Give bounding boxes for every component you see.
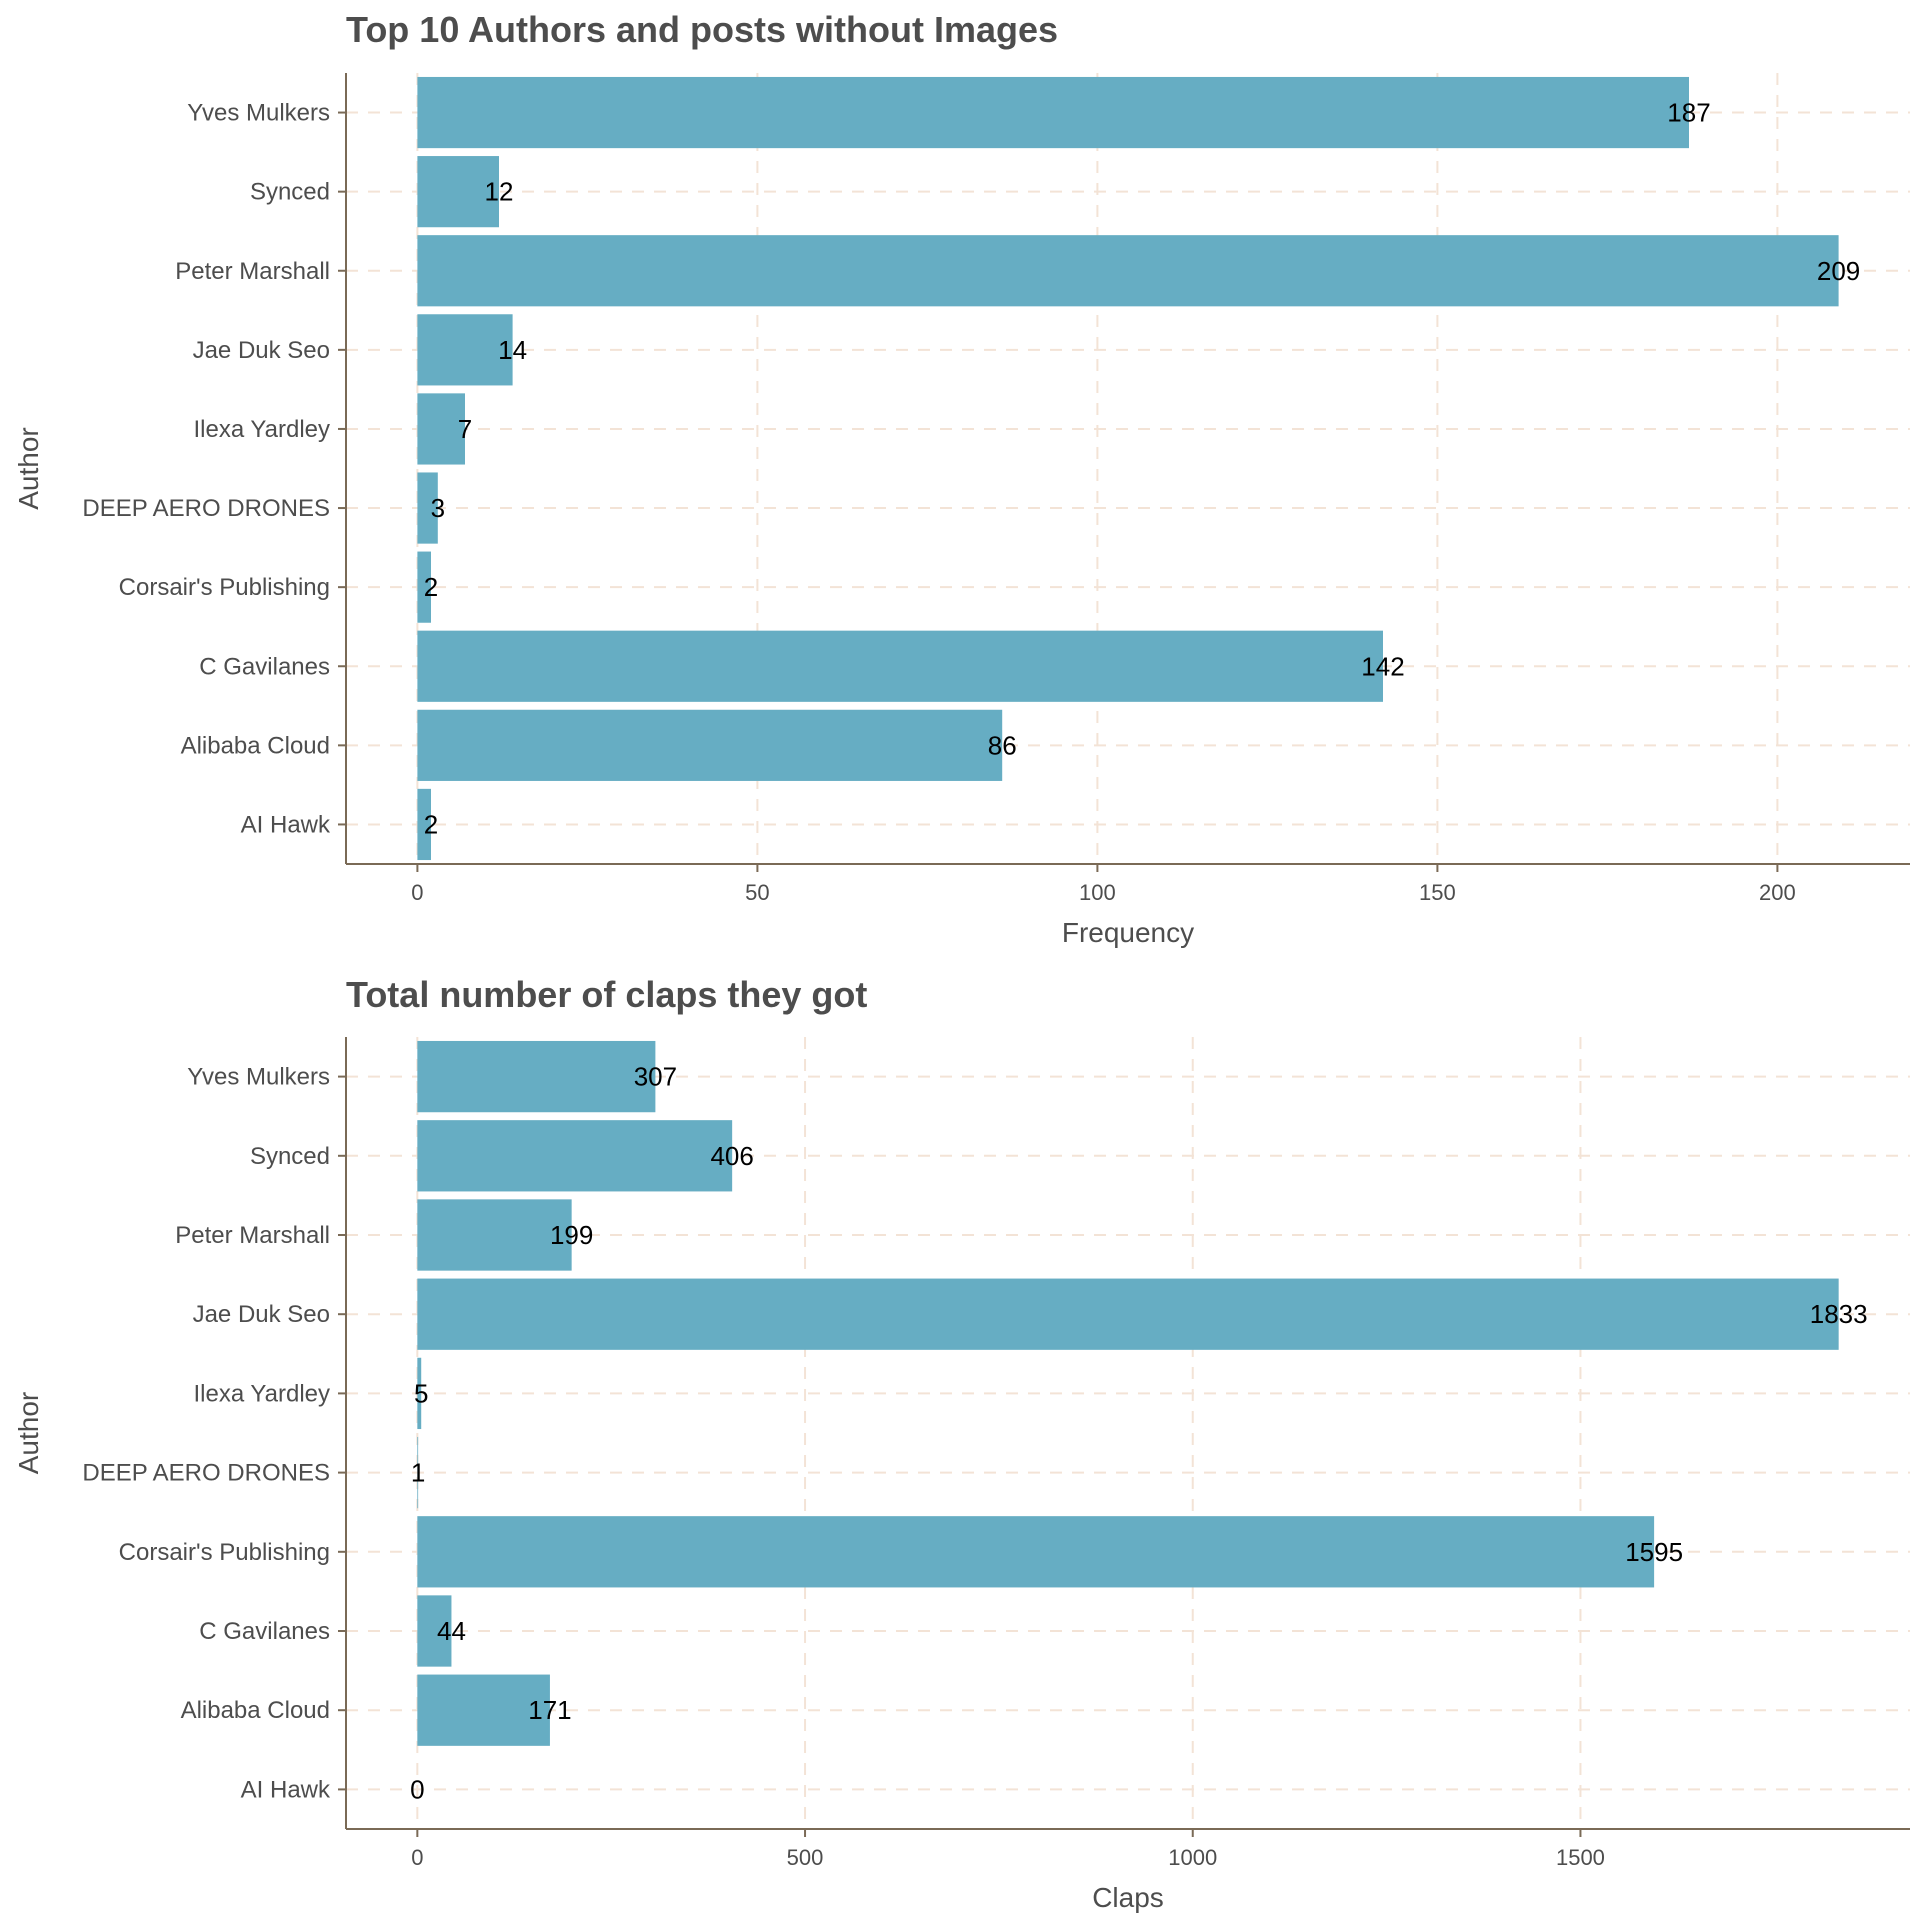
x-tick-label-200: 200 xyxy=(1759,880,1796,905)
data-label-ilexa-yardley: 5 xyxy=(414,1378,428,1408)
y-tick-label-c-gavilanes: C Gavilanes xyxy=(199,653,330,680)
bar-jae-duk-seo xyxy=(417,1279,1838,1350)
data-label-ai-hawk: 0 xyxy=(410,1774,424,1804)
bar-peter-marshall xyxy=(417,235,1838,306)
y-tick-label-synced: Synced xyxy=(250,1143,330,1170)
y-tick-label-peter-marshall: Peter Marshall xyxy=(175,1222,330,1249)
x-axis: 0 500 1000 1500 xyxy=(411,1829,1605,1870)
y-tick-label-alibaba-cloud: Alibaba Cloud xyxy=(181,1697,330,1724)
x-tick-label-100: 100 xyxy=(1079,880,1116,905)
data-label-ai-hawk: 2 xyxy=(424,809,438,839)
y-tick-label-corsair-s-publishing: Corsair's Publishing xyxy=(119,1539,330,1566)
y-tick-label-peter-marshall: Peter Marshall xyxy=(175,258,330,285)
data-label-deep-aero-drones: 1 xyxy=(411,1458,425,1488)
data-label-synced: 406 xyxy=(710,1141,753,1171)
data-label-corsair-s-publishing: 1595 xyxy=(1625,1537,1683,1567)
bar-corsair-s-publishing xyxy=(417,1516,1654,1587)
x-tick-label-50: 50 xyxy=(745,880,769,905)
data-label-yves-mulkers: 187 xyxy=(1667,98,1710,128)
y-axis: Yves Mulkers Synced Peter Marshall Jae Duk … xyxy=(82,1064,346,1804)
y-tick-label-ilexa-yardley: Ilexa Yardley xyxy=(193,416,330,443)
y-tick-label-yves-mulkers: Yves Mulkers xyxy=(187,100,330,127)
data-label-ilexa-yardley: 7 xyxy=(458,414,472,444)
y-tick-label-jae-duk-seo: Jae Duk Seo xyxy=(193,337,330,364)
data-label-deep-aero-drones: 3 xyxy=(431,493,445,523)
y-tick-label-corsair-s-publishing: Corsair's Publishing xyxy=(119,574,330,601)
y-axis: Yves Mulkers Synced Peter Marshall Jae Duk … xyxy=(82,100,346,839)
x-axis-title: Frequency xyxy=(1062,917,1194,948)
bar-peter-marshall xyxy=(417,1199,571,1270)
y-tick-label-jae-duk-seo: Jae Duk Seo xyxy=(193,1301,330,1328)
data-label-yves-mulkers: 307 xyxy=(634,1062,677,1092)
x-tick-label-1500: 1500 xyxy=(1556,1845,1605,1870)
data-label-alibaba-cloud: 86 xyxy=(988,730,1017,760)
bar-alibaba-cloud xyxy=(417,710,1002,781)
bar-yves-mulkers xyxy=(417,1041,655,1112)
claps-chart: Total number of claps they got 307 406 199 1… xyxy=(13,974,1910,1913)
x-tick-label-1000: 1000 xyxy=(1168,1845,1217,1870)
data-label-alibaba-cloud: 171 xyxy=(528,1695,571,1725)
bars: 187 12 209 14 7 3 2 142 86 2 xyxy=(417,77,1860,860)
x-tick-label-0: 0 xyxy=(411,1845,423,1870)
y-tick-label-deep-aero-drones: DEEP AERO DRONES xyxy=(82,1460,330,1487)
y-axis-title: Author xyxy=(13,1392,44,1475)
y-tick-label-ai-hawk: AI Hawk xyxy=(241,1776,331,1803)
data-label-peter-marshall: 199 xyxy=(550,1220,593,1250)
data-label-peter-marshall: 209 xyxy=(1817,256,1860,286)
y-tick-label-yves-mulkers: Yves Mulkers xyxy=(187,1064,330,1091)
data-label-c-gavilanes: 142 xyxy=(1361,651,1404,681)
data-label-jae-duk-seo: 14 xyxy=(498,335,527,365)
y-tick-label-ilexa-yardley: Ilexa Yardley xyxy=(193,1380,330,1407)
data-label-synced: 12 xyxy=(485,177,514,207)
data-label-jae-duk-seo: 1833 xyxy=(1810,1299,1868,1329)
y-tick-label-c-gavilanes: C Gavilanes xyxy=(199,1618,330,1645)
x-axis: 0 50 100 150 200 xyxy=(411,864,1795,905)
y-tick-label-deep-aero-drones: DEEP AERO DRONES xyxy=(82,495,330,522)
chart-title: Total number of claps they got xyxy=(346,974,867,1015)
y-tick-label-synced: Synced xyxy=(250,179,330,206)
x-tick-label-500: 500 xyxy=(787,1845,824,1870)
x-axis-title: Claps xyxy=(1092,1882,1164,1913)
y-tick-label-ai-hawk: AI Hawk xyxy=(241,811,331,838)
bar-c-gavilanes xyxy=(417,631,1383,702)
x-tick-label-0: 0 xyxy=(411,880,423,905)
bar-yves-mulkers xyxy=(417,77,1689,148)
data-label-corsair-s-publishing: 2 xyxy=(424,572,438,602)
x-tick-label-150: 150 xyxy=(1419,880,1456,905)
bar-synced xyxy=(417,1120,732,1191)
frequency-chart: Top 10 Authors and posts without Images 1… xyxy=(13,9,1910,948)
y-tick-label-alibaba-cloud: Alibaba Cloud xyxy=(181,732,330,759)
chart-title: Top 10 Authors and posts without Images xyxy=(346,9,1058,50)
data-label-c-gavilanes: 44 xyxy=(437,1616,466,1646)
y-axis-title: Author xyxy=(13,427,44,510)
bars: 307 406 199 1833 5 1 1595 44 171 0 xyxy=(410,1041,1867,1825)
